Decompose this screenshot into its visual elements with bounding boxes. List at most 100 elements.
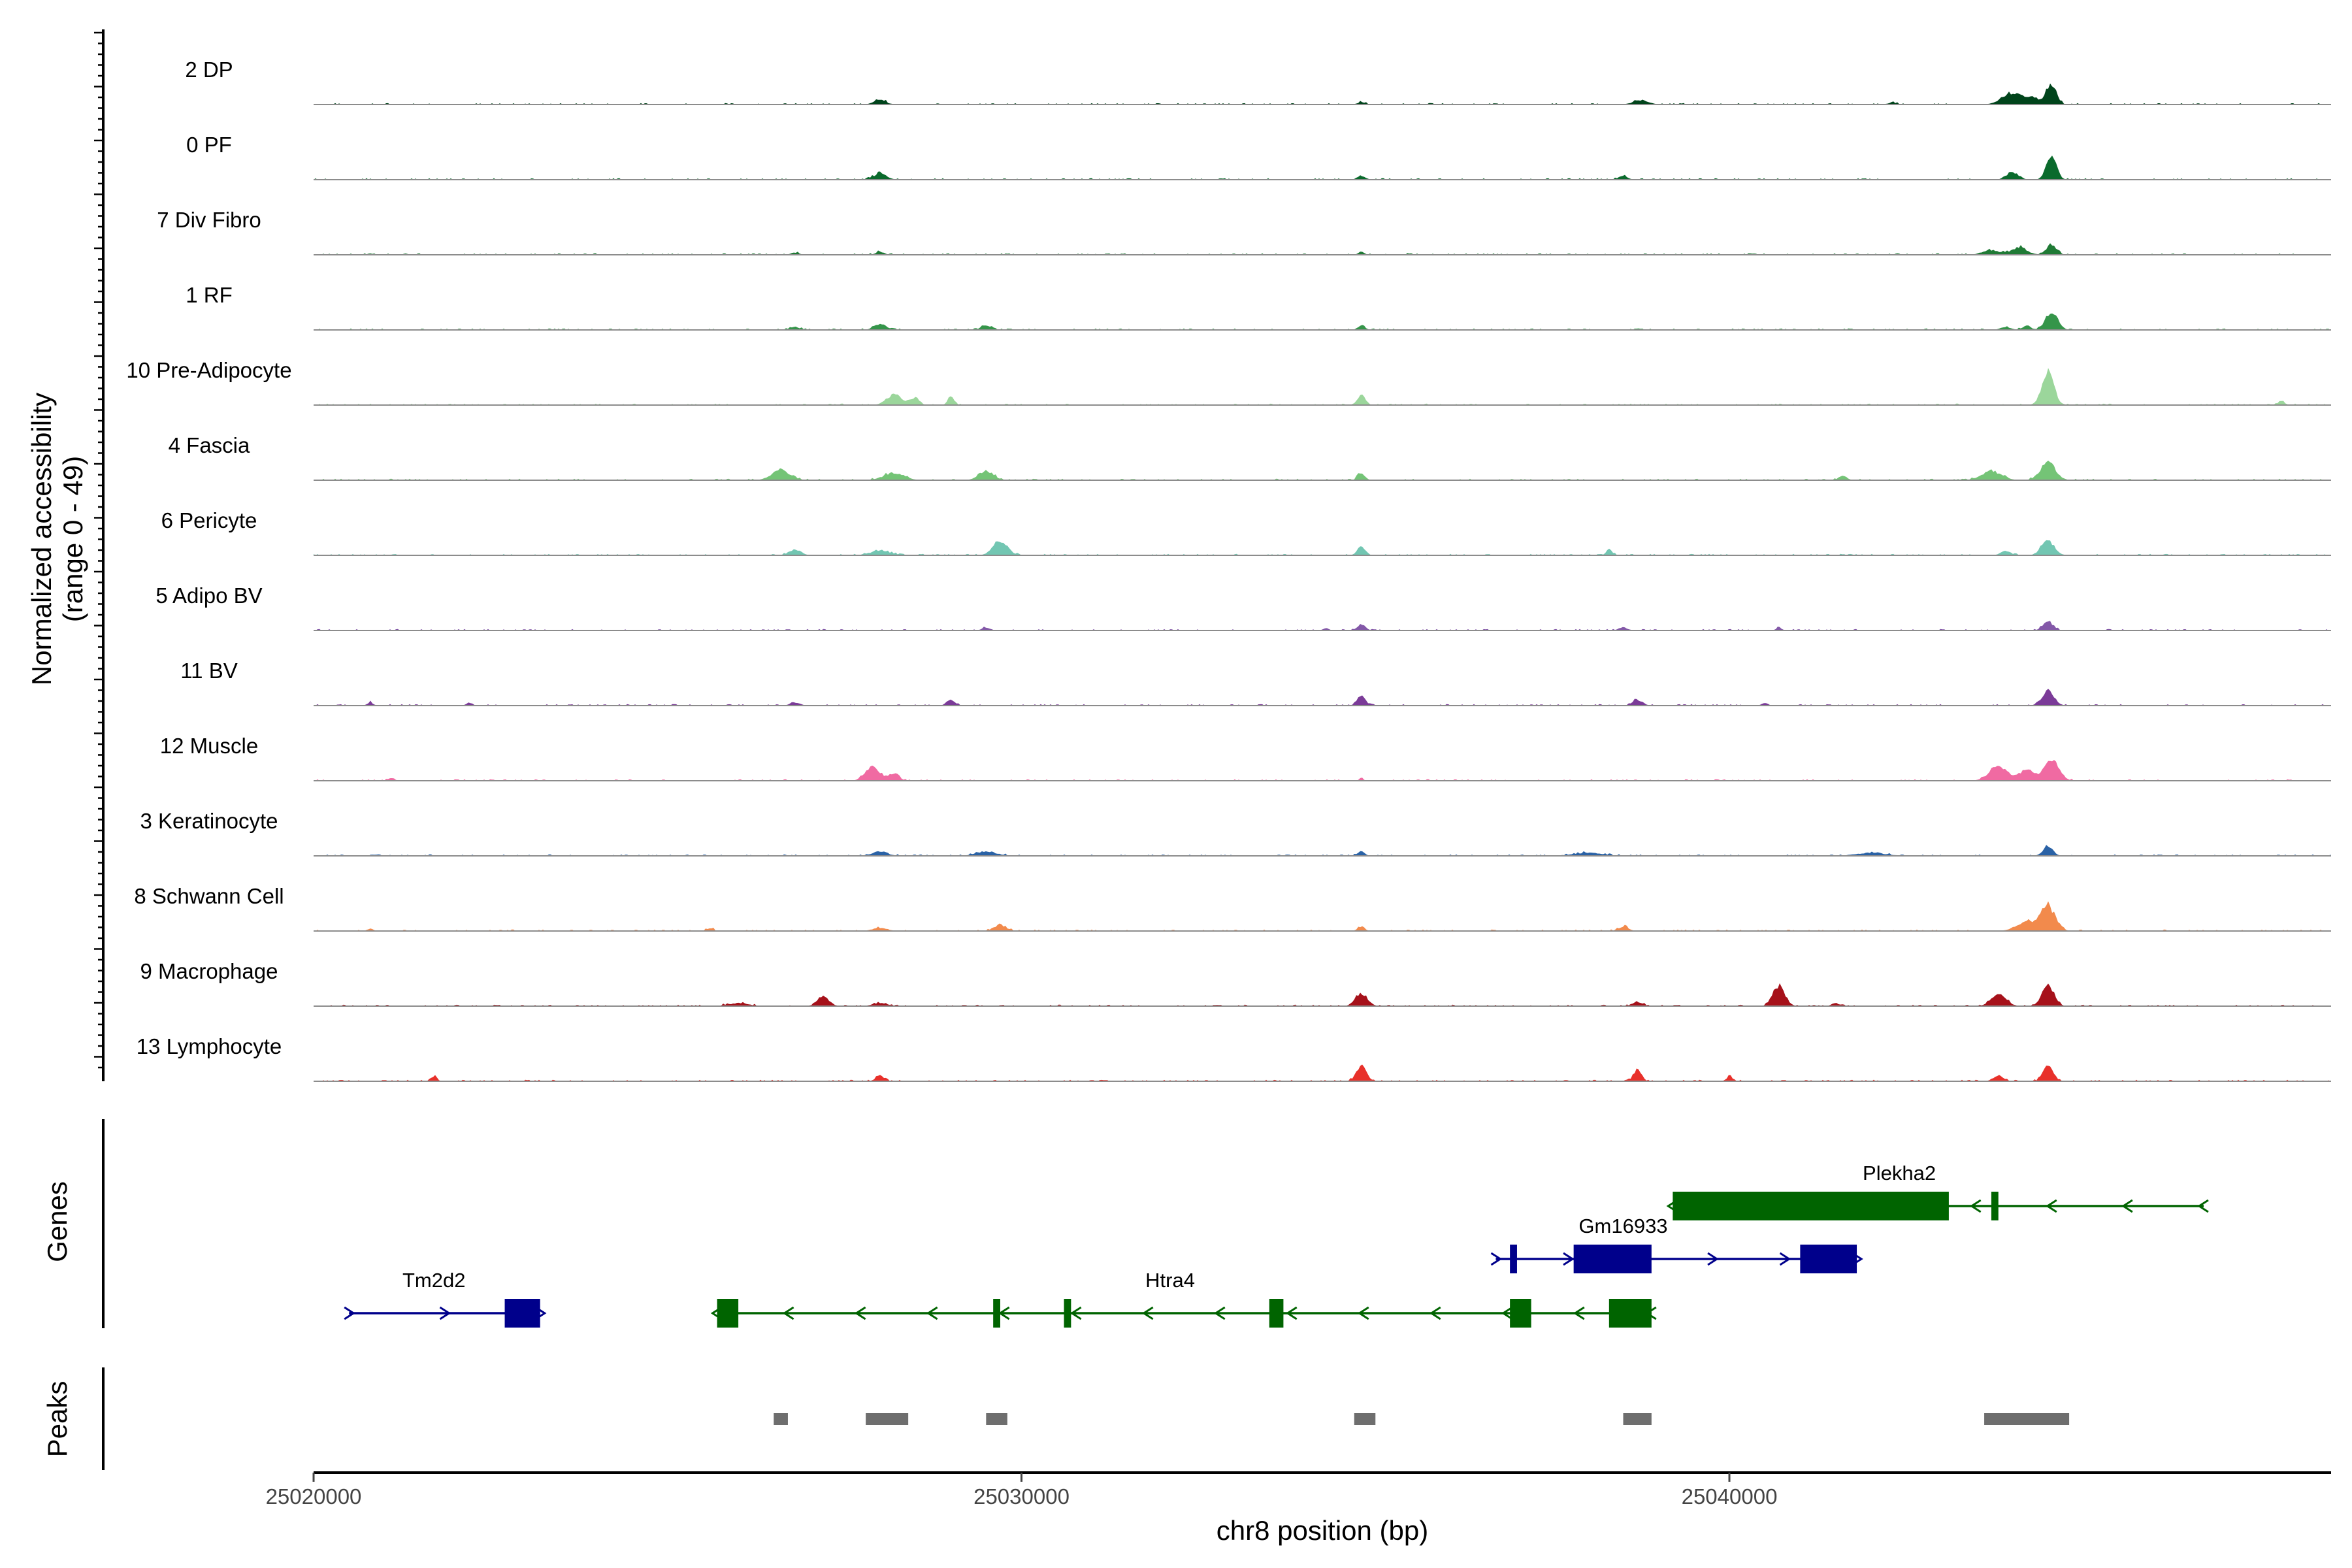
x-tick-label: 25040000 xyxy=(1682,1484,1778,1509)
track-12-muscle: 12 Muscle xyxy=(160,734,2331,781)
gene-exon xyxy=(1510,1299,1531,1328)
gene-tm2d2: Tm2d2 xyxy=(344,1269,547,1328)
track-4-fascia: 4 Fascia xyxy=(169,433,2331,481)
peak-region xyxy=(774,1413,788,1425)
coverage-area xyxy=(314,368,2331,405)
x-tick-label: 25020000 xyxy=(266,1484,362,1509)
gene-track: Tm2d2 Htra4 Gm16933 Plekha2 xyxy=(344,1162,2209,1328)
track-7-div-fibro: 7 Div Fibro xyxy=(157,208,2331,255)
strand-arrow xyxy=(1141,1306,1154,1320)
strand-arrow xyxy=(344,1306,355,1320)
strand-arrow xyxy=(854,1306,866,1320)
track-8-schwann-cell: 8 Schwann Cell xyxy=(134,884,2331,932)
x-axis-title: chr8 position (bp) xyxy=(1217,1515,1429,1546)
strand-arrow xyxy=(1285,1306,1298,1320)
strand-arrow xyxy=(1573,1306,1585,1320)
coverage-area xyxy=(314,461,2331,480)
peak-region xyxy=(1623,1413,1652,1425)
track-label: 0 PF xyxy=(186,133,232,157)
coverage-area xyxy=(314,901,2331,931)
coverage-area xyxy=(314,155,2331,180)
x-tick-label: 25030000 xyxy=(973,1484,1070,1509)
strand-arrow xyxy=(1501,1306,1513,1320)
peaks-panel-title: Peaks xyxy=(42,1381,73,1458)
strand-arrow xyxy=(1969,1199,1982,1213)
gene-label: Plekha2 xyxy=(1863,1162,1936,1184)
strand-arrow xyxy=(1563,1252,1575,1266)
track-13-lymphocyte: 13 Lymphocyte xyxy=(137,1034,2331,1082)
y-axis-title-line2: (range 0 - 49) xyxy=(57,456,88,622)
track-10-pre-adipocyte: 10 Pre-Adipocyte xyxy=(126,358,2331,406)
track-label: 12 Muscle xyxy=(160,734,258,758)
strand-arrow xyxy=(1070,1306,1082,1320)
gene-exon xyxy=(1510,1245,1517,1273)
track-label: 2 DP xyxy=(185,57,233,82)
peak-region xyxy=(1354,1413,1376,1425)
peak-track xyxy=(774,1413,2070,1425)
track-label: 5 Adipo BV xyxy=(155,583,262,608)
coverage-area xyxy=(314,313,2331,330)
gene-label: Htra4 xyxy=(1145,1269,1195,1292)
gene-exon xyxy=(1573,1245,1652,1273)
coverage-area xyxy=(314,760,2331,781)
coverage-tracks: 2 DP 0 PF 7 Div Fibro 1 RF 10 Pre-Adipocyte 4… xyxy=(126,57,2331,1082)
gene-exon xyxy=(717,1299,739,1328)
gene-exon xyxy=(504,1299,540,1328)
strand-arrow xyxy=(2197,1199,2209,1213)
track-9-macrophage: 9 Macrophage xyxy=(140,959,2331,1007)
track-label: 3 Keratinocyte xyxy=(140,809,278,833)
gene-exon xyxy=(1064,1299,1071,1328)
track-label: 9 Macrophage xyxy=(140,959,278,983)
strand-arrow xyxy=(1429,1306,1441,1320)
track-label: 8 Schwann Cell xyxy=(134,884,284,908)
peak-region xyxy=(986,1413,1007,1425)
gene-exon xyxy=(1269,1299,1284,1328)
coverage-area xyxy=(314,689,2331,706)
strand-arrow xyxy=(439,1306,451,1320)
gene-exon xyxy=(993,1299,1001,1328)
track-label: 11 BV xyxy=(180,659,237,683)
track-6-pericyte: 6 Pericyte xyxy=(161,508,2331,556)
track-3-keratinocyte: 3 Keratinocyte xyxy=(140,809,2331,857)
track-5-adipo-bv: 5 Adipo BV xyxy=(155,583,2331,631)
gene-gm16933: Gm16933 xyxy=(1490,1215,1863,1273)
coverage-area xyxy=(314,1064,2331,1081)
gene-label: Gm16933 xyxy=(1578,1215,1667,1237)
strand-arrow xyxy=(1357,1306,1369,1320)
track-label: 7 Div Fibro xyxy=(157,208,261,232)
gene-exon xyxy=(1991,1192,1999,1220)
track-1-rf: 1 RF xyxy=(186,283,2331,331)
peak-region xyxy=(1984,1413,2070,1425)
y-axis-title-line1: Normalized accessibility xyxy=(26,393,57,685)
strand-arrow xyxy=(2046,1199,2057,1213)
coverage-area xyxy=(314,983,2331,1006)
gene-exon xyxy=(1800,1245,1857,1273)
coverage-area xyxy=(314,845,2331,856)
strand-arrow xyxy=(1779,1252,1791,1266)
strand-arrow xyxy=(1490,1252,1503,1266)
coverage-area xyxy=(314,243,2331,255)
peak-region xyxy=(866,1413,909,1425)
track-label: 1 RF xyxy=(186,283,233,307)
gene-exon xyxy=(1673,1192,1949,1220)
coverage-area xyxy=(314,83,2331,105)
gene-htra4: Htra4 xyxy=(710,1269,1657,1328)
strand-arrow xyxy=(2121,1199,2133,1213)
strand-arrow xyxy=(782,1306,794,1320)
track-11-bv: 11 BV xyxy=(180,659,2331,706)
gene-plekha2: Plekha2 xyxy=(1666,1162,2209,1220)
genes-panel-title: Genes xyxy=(42,1181,73,1262)
strand-arrow xyxy=(1707,1252,1719,1266)
track-0-pf: 0 PF xyxy=(186,133,2331,180)
track-label: 13 Lymphocyte xyxy=(137,1034,282,1058)
strand-arrow xyxy=(926,1306,938,1320)
gene-label: Tm2d2 xyxy=(402,1269,465,1292)
coverage-axis-ticks xyxy=(94,31,103,1069)
coverage-area xyxy=(314,540,2331,555)
coverage-area xyxy=(314,621,2331,630)
strand-arrow xyxy=(1213,1306,1226,1320)
track-label: 10 Pre-Adipocyte xyxy=(126,358,291,382)
gene-exon xyxy=(1609,1299,1652,1328)
track-label: 6 Pericyte xyxy=(161,508,257,532)
